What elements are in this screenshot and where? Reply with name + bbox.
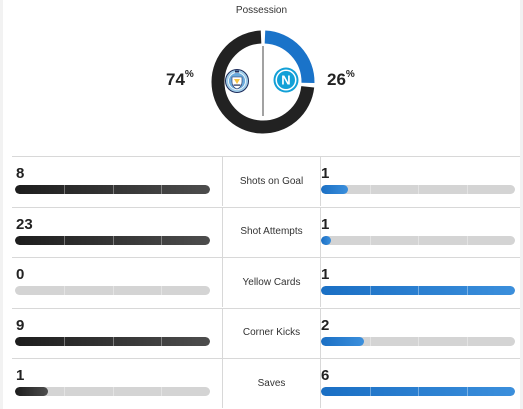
bar-segment-divider [112,286,114,295]
bar-segment-divider [369,286,371,295]
home-stat-fill [15,387,49,396]
bar-segment-divider [369,336,371,346]
possession-title: Possession [235,5,288,16]
bar-segment-divider [112,336,114,346]
home-stat-value: 8 [16,165,25,182]
home-stat-fill [15,185,210,194]
bar-segment-divider [418,336,419,346]
bar-segment-divider [466,336,468,346]
bar-segment-divider [63,286,65,295]
home-stat-value: 9 [16,316,25,334]
away-possession-arc [264,30,315,84]
away-stat-value: 6 [321,367,330,384]
row-divider [12,156,520,157]
away-possession-unit: % [345,69,355,80]
home-stat-value: 1 [16,367,25,384]
away-stat-fill [321,336,364,346]
bar-segment-divider [161,185,163,194]
away-stat-fill [321,185,349,194]
bar-segment-divider [112,235,114,245]
stat-label: Yellow Cards [222,257,321,307]
bar-segment-divider [418,235,419,245]
away-stat-bar [321,387,515,396]
stat-label: Corner Kicks [222,307,321,358]
row-divider [12,358,520,359]
bar-segment-divider [466,185,468,194]
home-possession: 74% [166,69,194,90]
away-stat-fill [321,387,515,396]
away-stat-value: 1 [321,165,330,182]
bar-segment-divider [369,235,371,245]
row-divider [12,257,520,258]
home-stat-fill [15,235,210,245]
stat-label: Saves [222,358,321,408]
bar-segment-divider [161,235,163,245]
stat-label: Shots on Goal [222,156,321,206]
away-stat-bar [321,185,515,194]
row-divider [12,307,520,309]
home-possession-arc [211,30,315,134]
bar-segment-divider [63,235,65,245]
bar-segment-divider [418,387,419,396]
bar-segment-divider [63,387,65,396]
bar-segment-divider [466,387,468,396]
home-stat-bar [15,286,210,295]
home-stat-bar [15,336,210,346]
home-stat-value: 0 [16,266,25,283]
home-stat-bar [15,235,210,245]
away-stat-fill [321,286,515,295]
home-possession-unit: % [184,69,194,80]
bar-segment-divider [112,185,114,194]
away-stat-bar [321,336,515,346]
stat-row: 9 Corner Kicks 2 [12,307,520,358]
home-possession-value: 74 [166,70,185,89]
away-possession-value: 26 [327,70,346,89]
man-city-crest-icon [225,69,249,93]
bar-segment-divider [418,185,419,194]
bar-segment-divider [161,336,163,346]
bar-segment-divider [369,185,371,194]
stat-row: 8 Shots on Goal 1 [12,156,520,206]
away-stat-value: 2 [321,316,330,334]
away-stat-value: 1 [321,266,330,283]
away-stat-fill [321,235,331,245]
home-stat-fill [15,336,210,346]
bar-segment-divider [112,387,114,396]
away-stat-bar [321,286,515,295]
bar-segment-divider [161,286,163,295]
possession-donut [211,30,315,134]
home-stat-bar [15,185,210,194]
bar-segment-divider [466,235,468,245]
home-stat-bar [15,387,210,396]
stat-label: Shot Attempts [222,206,321,257]
away-stat-value: 1 [321,215,330,233]
bar-segment-divider [63,185,65,194]
stat-row: 23 Shot Attempts 1 [12,206,520,257]
row-divider [12,206,520,208]
away-stat-bar [321,235,515,245]
bar-segment-divider [369,387,371,396]
bar-segment-divider [418,286,419,295]
home-stat-value: 23 [16,215,33,233]
bar-segment-divider [161,387,163,396]
bar-segment-divider [466,286,468,295]
napoli-crest-icon: N [273,67,299,93]
bar-segment-divider [63,336,65,346]
away-possession: 26% [327,69,355,90]
match-stats-card: Possession 74% 26% N 8 Shots on Goal 1 [3,0,520,409]
stat-row: 0 Yellow Cards 1 [12,257,520,307]
svg-text:N: N [281,73,290,88]
stat-row: 1 Saves 6 [12,358,520,408]
